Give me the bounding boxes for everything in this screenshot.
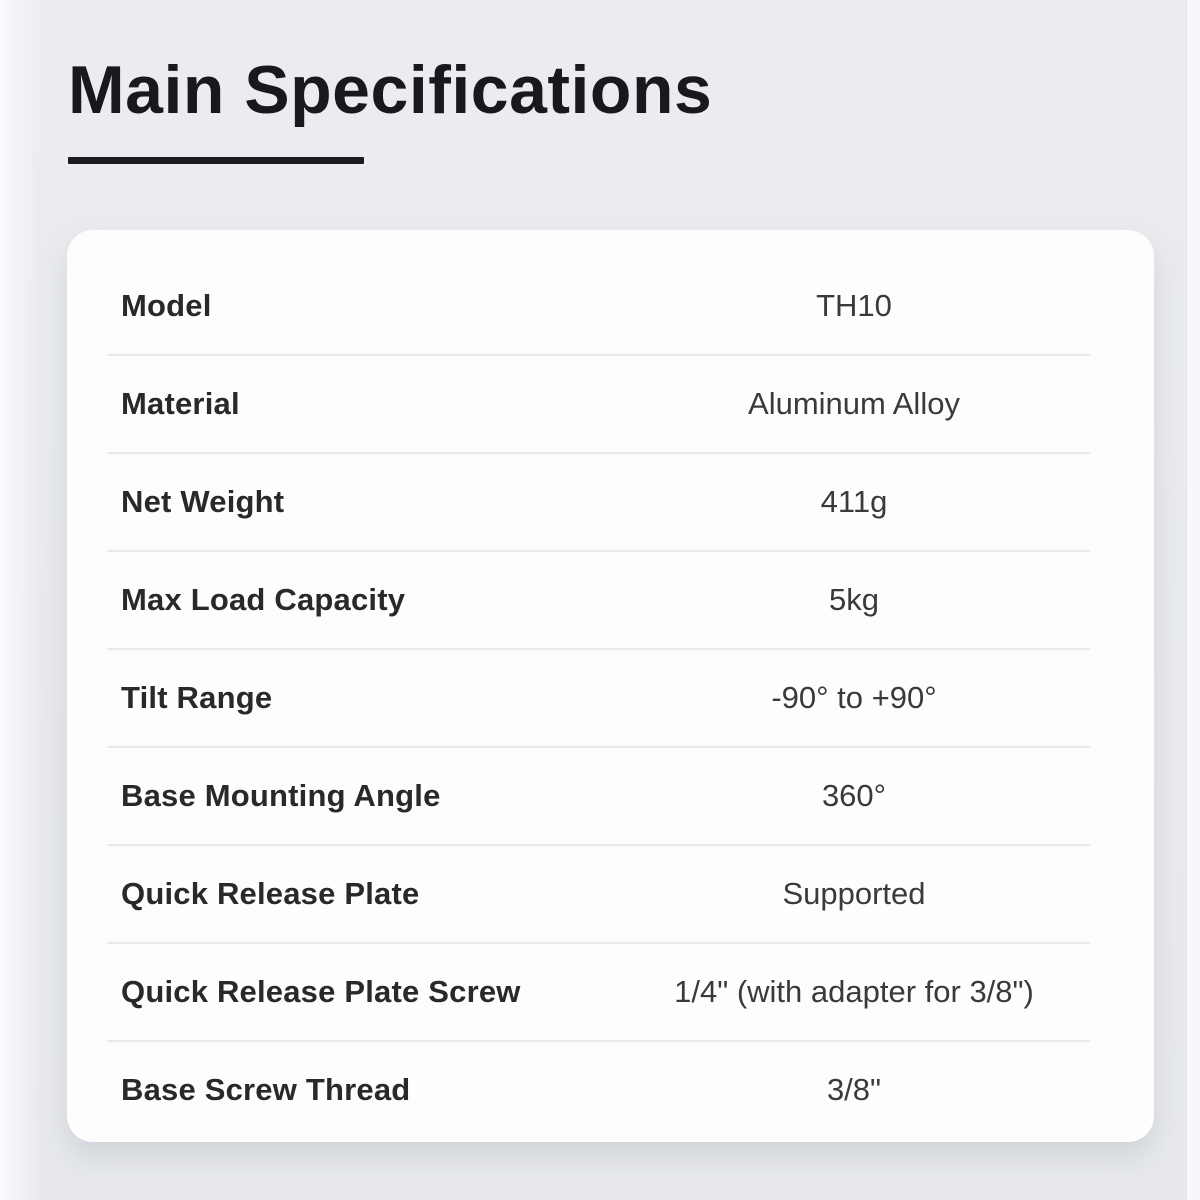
row-divider (107, 844, 1090, 846)
spec-row: Net Weight 411g (67, 454, 1154, 550)
spec-row-label: Tilt Range (121, 680, 273, 715)
spec-row-value: 360° (821, 778, 887, 813)
spec-row-label: Quick Release Plate Screw (121, 974, 521, 1009)
spec-row-label: Base Mounting Angle (121, 778, 441, 813)
spec-row: Base Mounting Angle 360° (67, 748, 1154, 844)
spec-row: Material Aluminum Alloy (67, 356, 1154, 452)
title-underline (68, 157, 364, 164)
row-divider (107, 354, 1090, 356)
spec-row-label: Model (121, 288, 212, 323)
spec-row-label: Base Screw Thread (121, 1072, 411, 1107)
spec-row-value: -90° to +90° (771, 680, 937, 715)
left-edge-band (0, 0, 42, 1200)
spec-row-value: 3/8" (826, 1072, 882, 1107)
right-edge-band (1186, 0, 1200, 1200)
spec-row-value: 1/4" (with adapter for 3/8") (674, 974, 1034, 1009)
row-divider (107, 1040, 1090, 1042)
row-divider (107, 550, 1090, 552)
spec-row: Model TH10 (67, 258, 1154, 354)
spec-row-label: Net Weight (121, 484, 285, 519)
spec-row: Tilt Range -90° to +90° (67, 650, 1154, 746)
spec-card: Model TH10 Material Aluminum Alloy Net W… (67, 230, 1154, 1142)
row-divider (107, 746, 1090, 748)
row-divider (107, 942, 1090, 944)
spec-row-label: Material (121, 386, 240, 421)
spec-row-label: Quick Release Plate (121, 876, 420, 911)
spec-row-label: Max Load Capacity (121, 582, 406, 617)
spec-table: Model TH10 Material Aluminum Alloy Net W… (67, 258, 1154, 1138)
spec-row-value: Aluminum Alloy (748, 386, 960, 421)
spec-row: Quick Release Plate Screw 1/4" (with ada… (67, 944, 1154, 1040)
spec-row-value: Supported (782, 876, 926, 911)
row-divider (107, 452, 1090, 454)
row-divider (107, 648, 1090, 650)
spec-row: Quick Release Plate Supported (67, 846, 1154, 942)
header: Main Specifications (68, 48, 712, 164)
spec-row-value: 411g (820, 484, 888, 519)
spec-row-value: 5kg (829, 582, 879, 617)
page-title: Main Specifications (68, 52, 713, 128)
spec-row: Max Load Capacity 5kg (67, 552, 1154, 648)
spec-row-value: TH10 (816, 288, 892, 323)
spec-row: Base Screw Thread 3/8" (67, 1042, 1154, 1138)
